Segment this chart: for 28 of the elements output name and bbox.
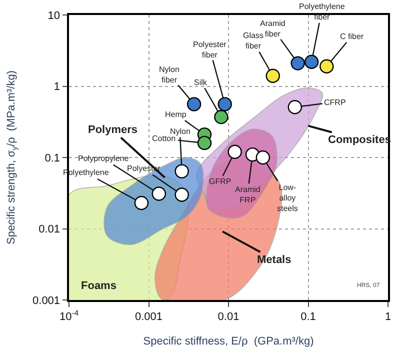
x-tick-label: 0.1: [300, 310, 316, 323]
annotation: Polyethylene fiber: [299, 2, 346, 22]
y-tick-label: 10: [48, 10, 60, 22]
x-axis-title: Specific stiffness, E/ρ (GPa.m³/kg): [143, 336, 314, 348]
annotation: Low- alloy steels: [277, 183, 298, 213]
y-tick-label: 0.01: [38, 224, 60, 236]
annotation: CFRP: [324, 98, 346, 107]
annotation: Nylon: [170, 127, 190, 136]
x-tick-label: 10$^{-4}$: [59, 308, 80, 323]
annotation: Glass fiber: [243, 31, 264, 50]
annotation: C fiber: [340, 32, 364, 41]
x-tick-label: 1: [384, 310, 392, 323]
x-tick-label: 0.001: [134, 310, 163, 323]
y-tick-label: 1: [54, 81, 60, 94]
annotation: Cotton: [152, 134, 176, 143]
series-label: Foams: [81, 280, 116, 292]
y-tick-label: 0.1: [44, 152, 60, 164]
annotation: Polypropylene: [78, 154, 130, 163]
annotation: Nylon fiber: [159, 65, 180, 84]
annotation: Aramid FRP: [235, 185, 260, 204]
y-tick-label: 0.001: [32, 294, 60, 307]
text: Polymers: [88, 124, 138, 136]
annotation: Polyester fiber: [193, 40, 227, 60]
series-label: Metals: [257, 254, 292, 266]
annotation: GFRP: [209, 177, 232, 186]
annotation: Silk: [194, 78, 208, 87]
annotation: Hemp: [165, 110, 187, 119]
x-tick-label: 0.01: [218, 310, 240, 323]
